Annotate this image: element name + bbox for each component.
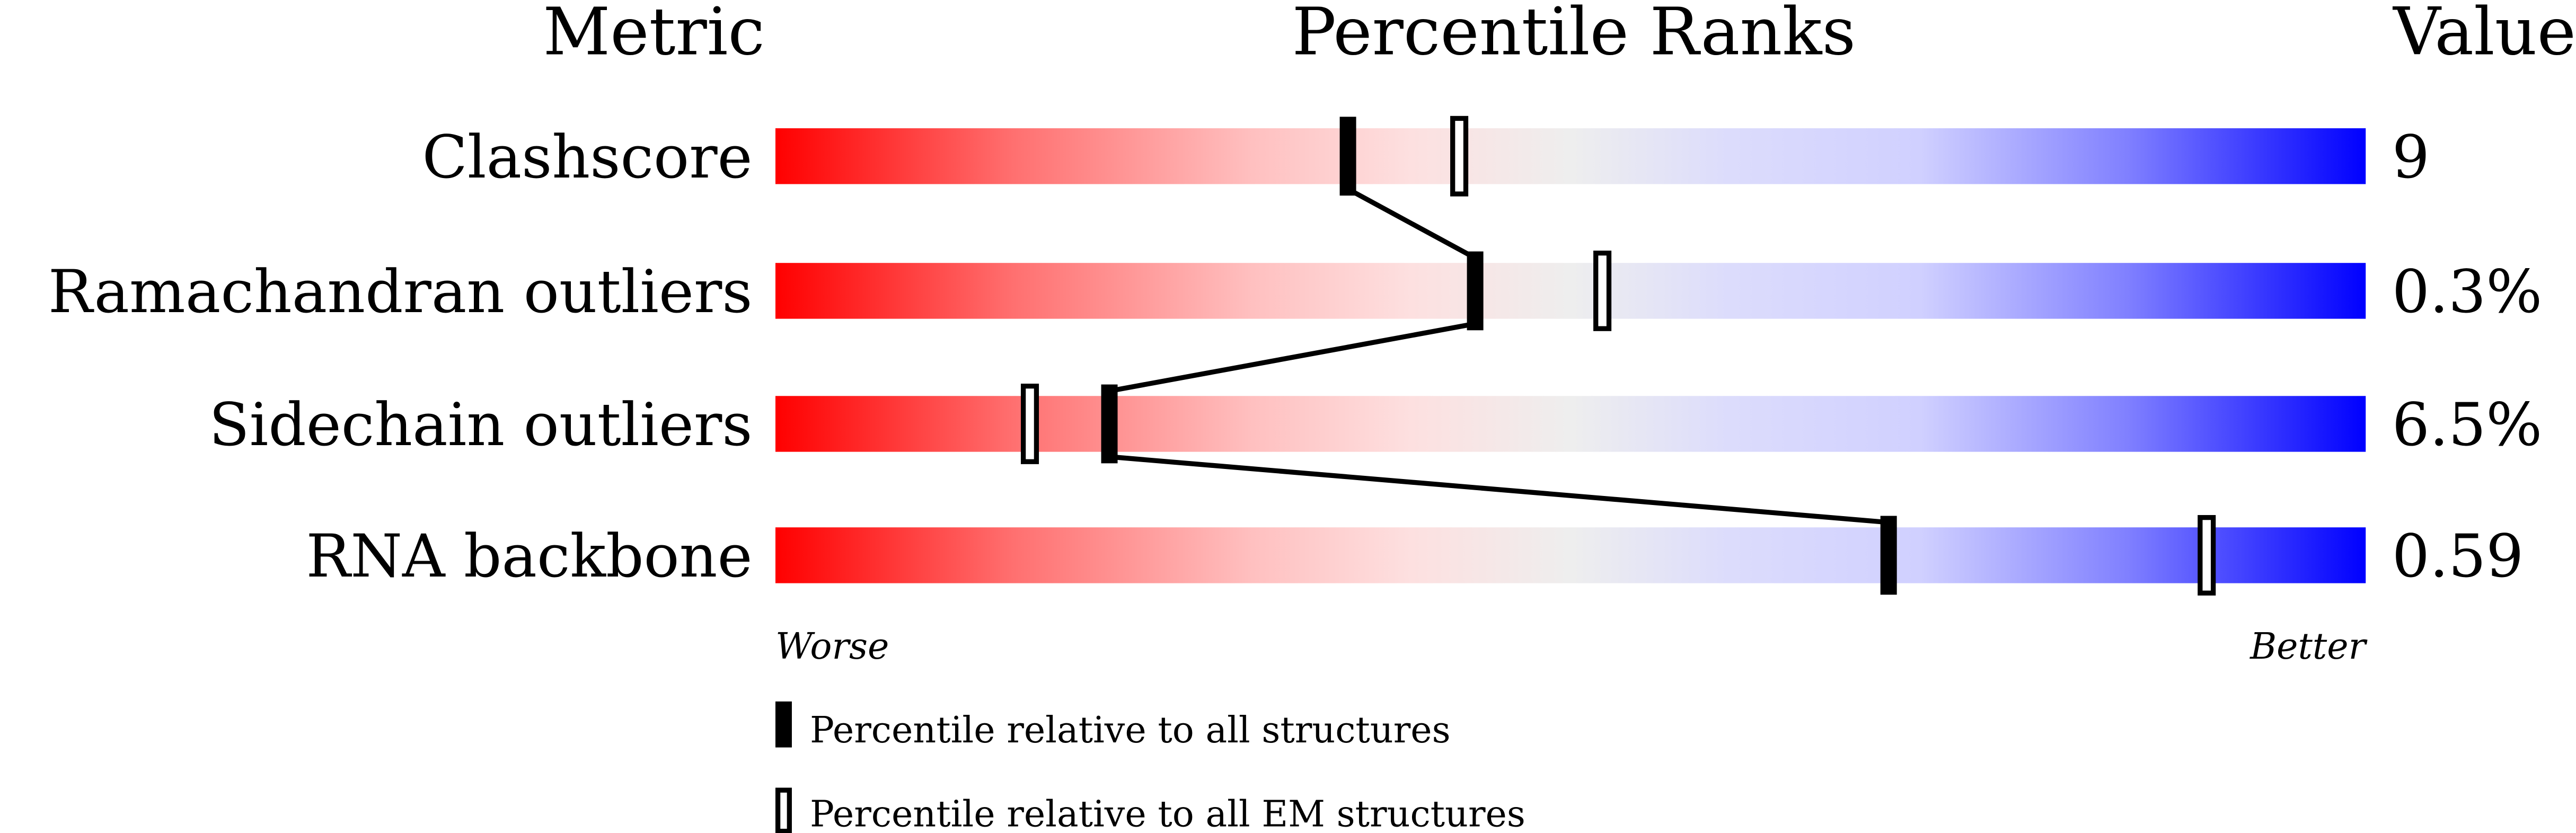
metric-row: RNA backbone 0.59 — [306, 515, 2524, 596]
legend-open-marker — [775, 787, 792, 833]
marker-em-structures — [1020, 384, 1039, 464]
metric-label: RNA backbone — [306, 522, 752, 591]
percentile-bar — [775, 128, 2366, 184]
axis-label-better: Better — [2249, 626, 2368, 668]
header-metric: Metric — [543, 0, 764, 70]
metric-row: Clashscore 9 — [422, 116, 2430, 197]
marker-all-structures — [1467, 251, 1484, 331]
percentile-bar — [775, 527, 2366, 583]
metric-value: 6.5% — [2392, 391, 2542, 459]
marker-em-structures — [1593, 250, 1612, 331]
metric-row: Ramachandran outliers 0.3% — [48, 250, 2542, 331]
metric-value: 0.3% — [2392, 258, 2542, 326]
connector-line — [1109, 321, 1476, 394]
metric-label: Sidechain outliers — [209, 391, 752, 459]
legend: Percentile relative to all structures Pe… — [775, 701, 1525, 833]
metric-label: Clashscore — [422, 123, 753, 192]
legend-label-all: Percentile relative to all structures — [810, 710, 1451, 751]
metric-value: 0.59 — [2392, 522, 2524, 591]
marker-em-structures — [2198, 515, 2216, 596]
header-percentile-ranks: Percentile Ranks — [1292, 0, 1856, 70]
metric-value: 9 — [2392, 123, 2430, 192]
marker-all-structures — [1339, 117, 1356, 196]
legend-label-em: Percentile relative to all EM structures — [810, 793, 1525, 833]
header-value: Value — [2392, 0, 2576, 70]
legend-filled-marker — [775, 701, 792, 748]
connector-line — [1109, 454, 1889, 525]
axis-label-worse: Worse — [775, 626, 889, 668]
percentile-bar — [775, 263, 2366, 319]
metric-row: Sidechain outliers 6.5% — [209, 384, 2542, 464]
marker-all-structures — [1101, 384, 1118, 464]
marker-em-structures — [1450, 116, 1469, 197]
marker-all-structures — [1880, 516, 1897, 595]
connector-line — [1346, 187, 1477, 260]
percentile-bar — [775, 396, 2366, 452]
metric-label: Ramachandran outliers — [48, 258, 753, 326]
